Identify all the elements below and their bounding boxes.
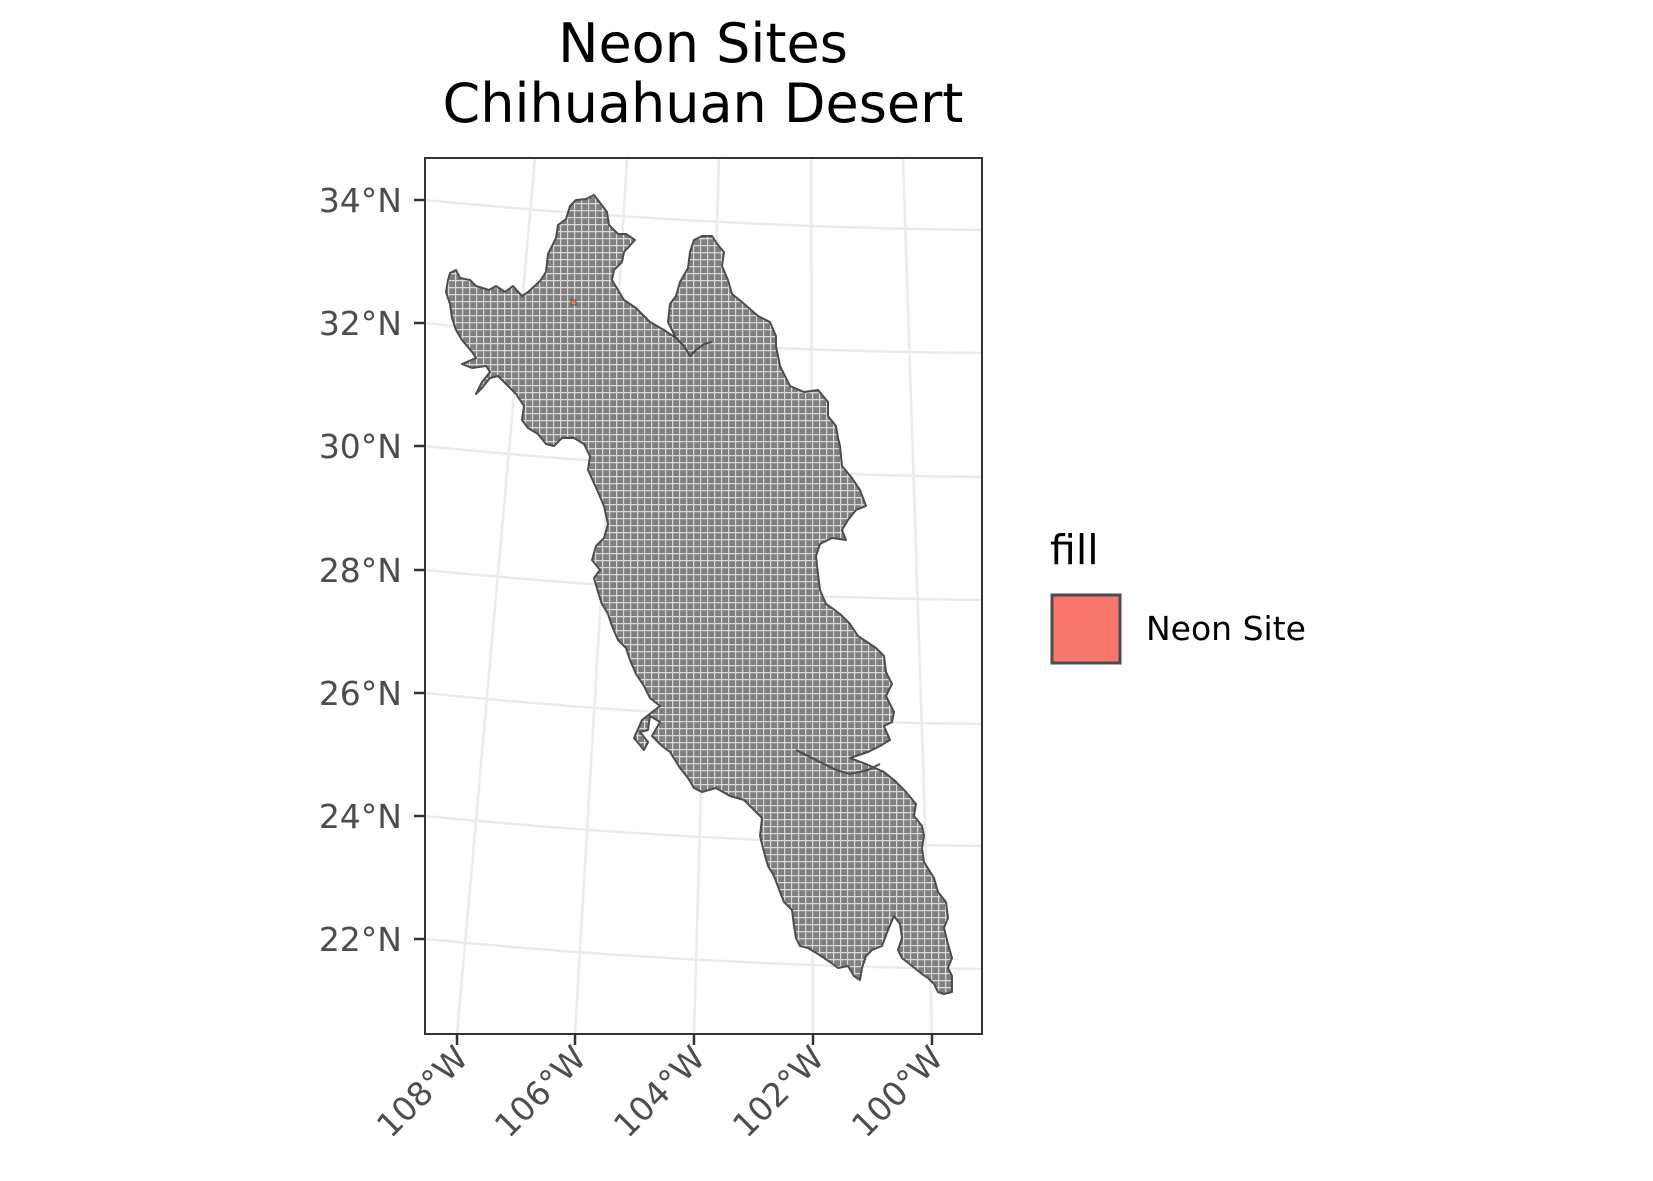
x-tick-label: 108°W [369, 1038, 476, 1145]
map-title-line-2: Chihuahuan Desert [443, 72, 964, 135]
x-tick-label: 106°W [487, 1038, 594, 1145]
y-axis: 34°N 32°N 30°N 28°N 26°N 24°N 22°N [319, 181, 425, 959]
panel-border [424, 157, 983, 1035]
x-tick-label: 104°W [606, 1038, 713, 1145]
graticule-34n [425, 198, 982, 232]
chihuahuan-desert-region [445, 194, 953, 995]
region-ridge-line [795, 749, 881, 776]
legend-label-neon-site: Neon Site [1146, 609, 1306, 648]
region-inlet [675, 337, 713, 358]
legend: fill Neon Site [1050, 526, 1306, 665]
x-tick-label: 102°W [725, 1038, 832, 1145]
legend-title: fill [1050, 526, 1099, 574]
y-tick-label: 22°N [319, 920, 402, 959]
y-tick-label: 26°N [319, 674, 402, 713]
y-tick-label: 30°N [319, 427, 402, 466]
y-tick-label: 28°N [319, 551, 402, 590]
y-tick-label: 32°N [319, 304, 402, 343]
x-axis: 108°W 106°W 104°W 102°W 100°W [369, 1034, 951, 1145]
y-tick-label: 24°N [319, 797, 402, 836]
neon-site-marker [570, 299, 577, 306]
map-panel [424, 157, 983, 1035]
x-tick-label: 100°W [844, 1038, 951, 1145]
legend-key-neon-site [1050, 593, 1122, 665]
map-title-line-1: Neon Sites [558, 12, 848, 75]
y-tick-label: 34°N [319, 181, 402, 220]
graticule-22n [425, 937, 982, 971]
